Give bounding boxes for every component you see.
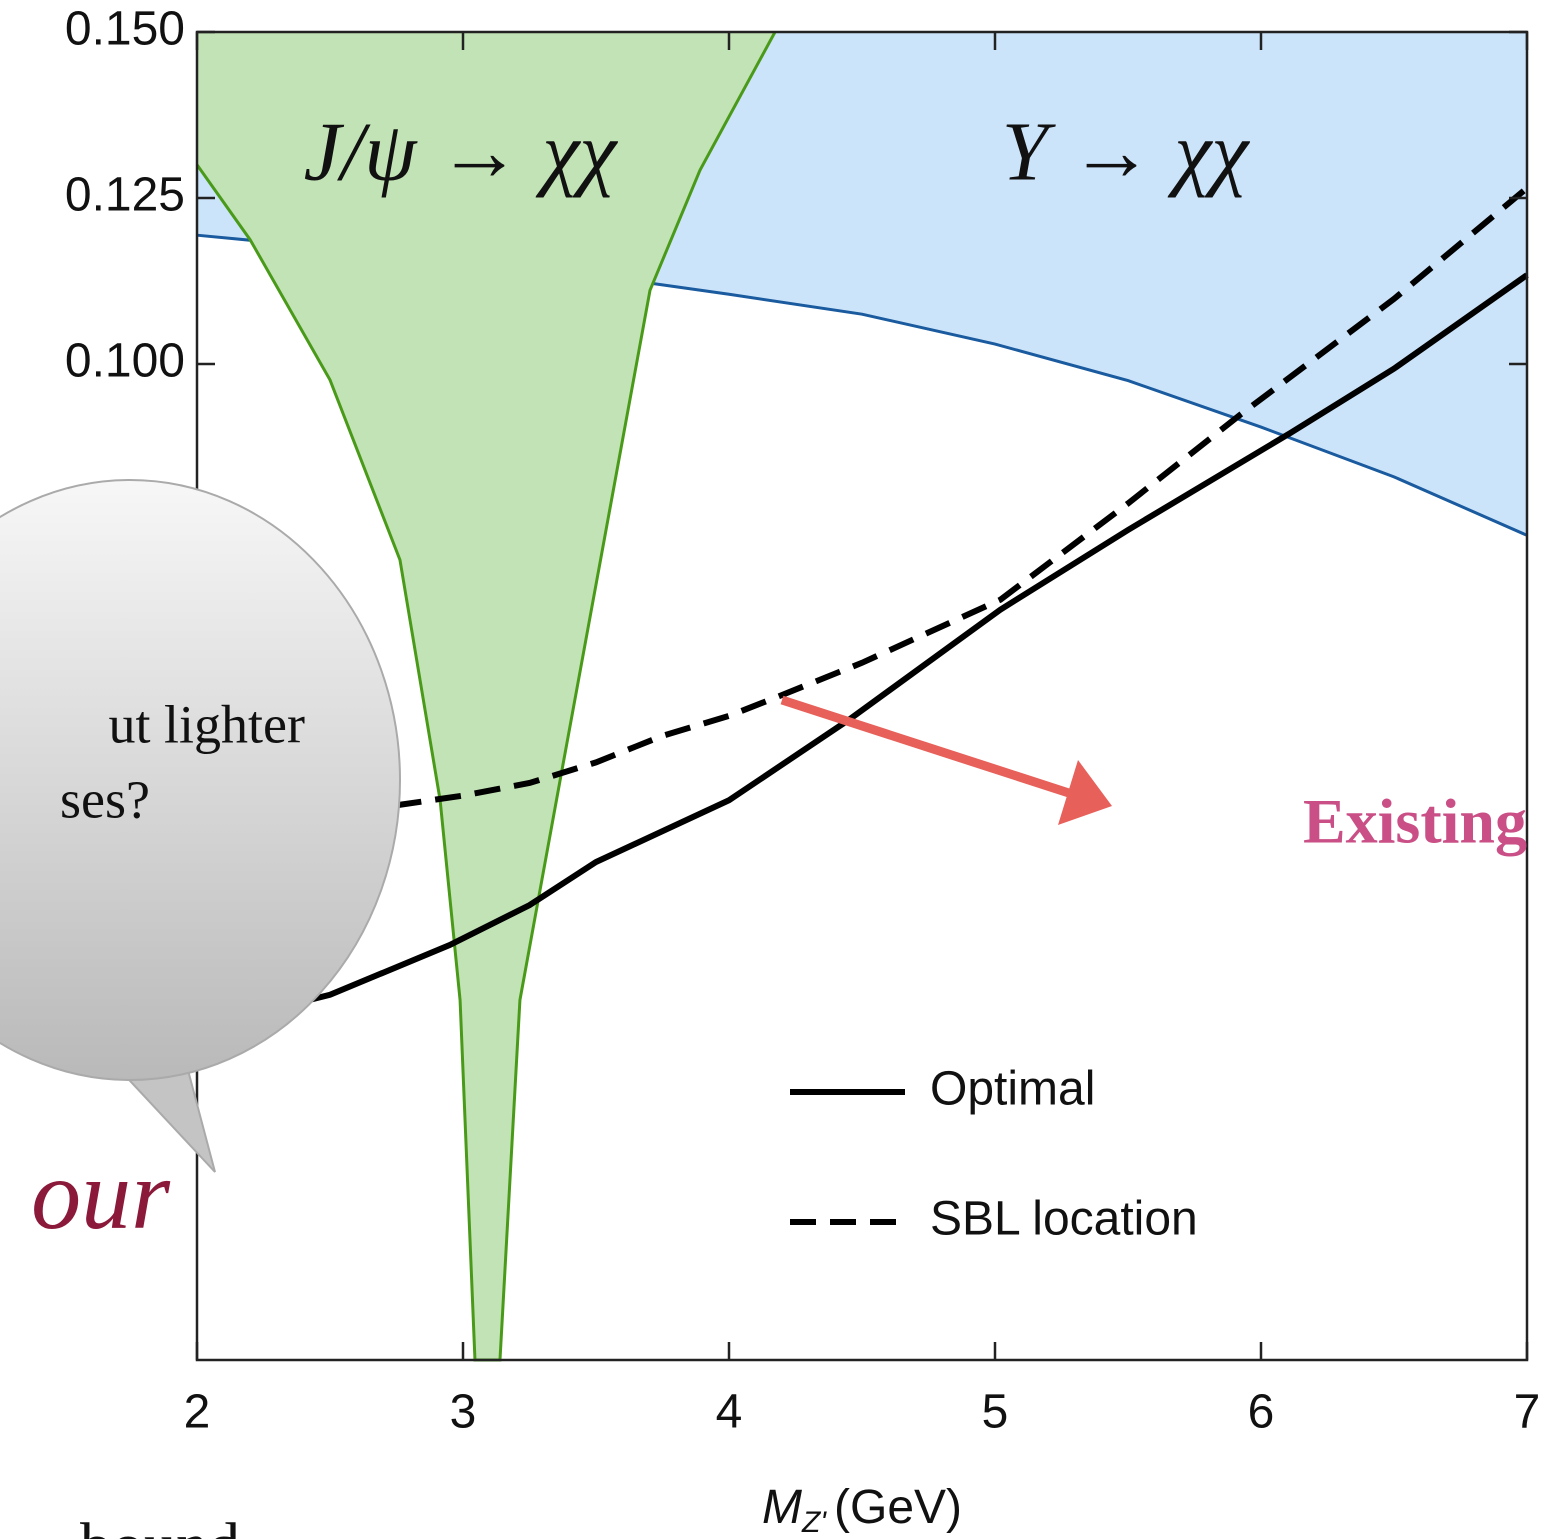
x-tick-label: 6 (1248, 1386, 1275, 1439)
arrow (782, 700, 1112, 825)
x-tick-label: 5 (982, 1386, 1009, 1439)
slide: 2 3 4 5 6 7 0.100 0.125 0.150 Υ → χχ J/ψ → χχ Opti… (0, 0, 1541, 1539)
page: {"chart_data": {"type": "line", "xlabel"… (0, 0, 1541, 1539)
x-tick-label: 3 (450, 1386, 477, 1439)
existing-label: Existing (1303, 786, 1527, 857)
legend-label: SBL location (930, 1193, 1198, 1246)
x-tick-label: 2 (184, 1386, 211, 1439)
x-label-symbol: M (762, 1481, 802, 1534)
x-label-subscript: Z' (801, 1506, 827, 1539)
x-axis-label: MZ'(GeV) (762, 1481, 962, 1539)
y-tick-label: 0.150 (65, 3, 185, 56)
y-tick-label: 0.100 (65, 335, 185, 388)
speech-bubble: ut lighter ses? (0, 480, 400, 1172)
region-label: Υ → χχ (1002, 105, 1251, 198)
y-tick-label: 0.125 (65, 169, 185, 222)
x-label-unit: (GeV) (834, 1481, 962, 1534)
regions (197, 32, 1527, 1360)
slide-text: our (31, 1139, 171, 1250)
region-label: J/ψ → χχ (304, 105, 619, 198)
bubble-text: ses? (60, 769, 150, 829)
legend-label: Optimal (930, 1063, 1095, 1116)
arrow-shaft (782, 700, 1075, 795)
bubble-text: ut lighter (109, 694, 305, 754)
x-tick-label: 4 (716, 1386, 743, 1439)
x-tick-label: 7 (1514, 1386, 1541, 1439)
slide-text: bound (80, 1510, 240, 1539)
